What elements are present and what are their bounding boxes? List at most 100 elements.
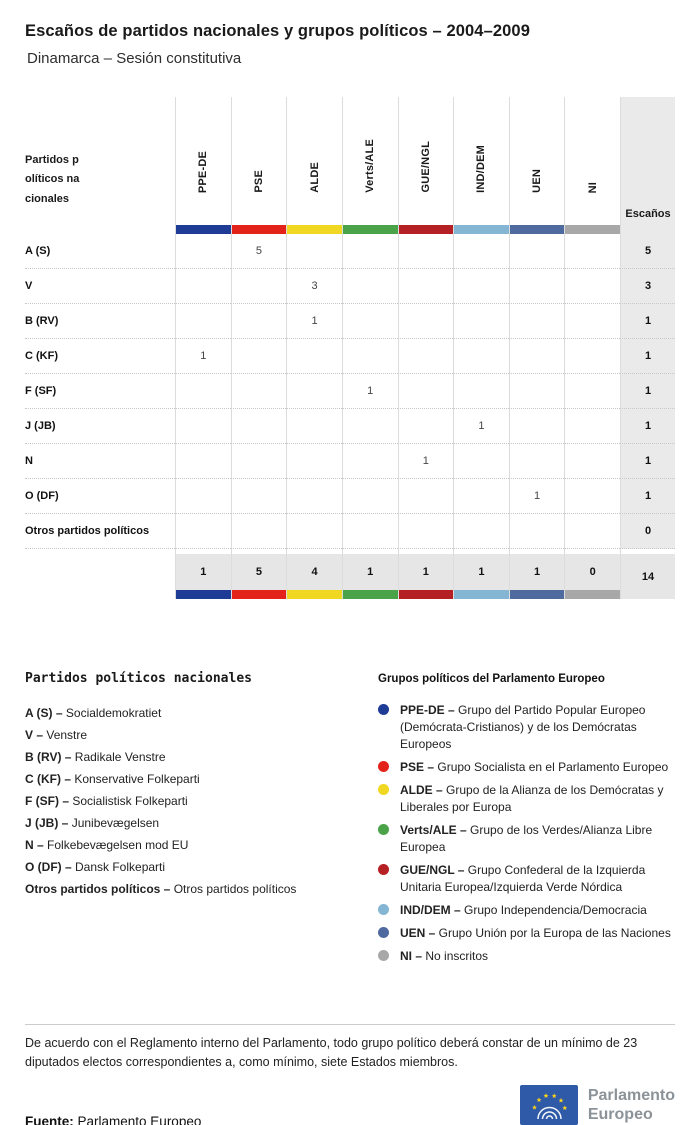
party-row-label: B (RV) [25, 304, 175, 339]
group-column-label: Verts/ALE [364, 139, 377, 193]
column-gap [620, 549, 675, 554]
group-column-label: PSE [252, 170, 265, 193]
seat-cell [508, 514, 565, 549]
party-legend-abbr: C (KF) – [25, 772, 71, 786]
column-gap [508, 549, 565, 554]
seat-cell [341, 339, 398, 374]
seat-cell [175, 479, 231, 514]
seat-cell [286, 479, 342, 514]
group-column-label: UEN [531, 169, 544, 193]
legends: Partidos políticos nacionales A (S) – So… [25, 671, 675, 971]
seat-cell [397, 269, 454, 304]
group-legend-abbr: NI – [400, 949, 423, 963]
column-gap [230, 549, 287, 554]
seat-cell [508, 234, 565, 269]
seat-cell [286, 374, 342, 409]
group-legend-item: IND/DEM – Grupo Independencia/Democracia [378, 902, 675, 919]
column-gap [397, 549, 454, 554]
seat-cell [230, 444, 287, 479]
seat-cell [341, 234, 398, 269]
party-row-label: N [25, 444, 175, 479]
seat-cell [564, 234, 620, 269]
group-column-header: PSE [230, 97, 287, 225]
group-color-dot [378, 927, 389, 938]
group-total-color-bar [230, 590, 287, 599]
ep-logo-text-line2: Europeo [587, 1106, 653, 1123]
party-row-label: O (DF) [25, 479, 175, 514]
party-legend-item: F (SF) – Socialistisk Folkeparti [25, 794, 188, 808]
group-color-bar [453, 225, 509, 234]
seat-cell [453, 514, 509, 549]
row-seats-total: 1 [620, 444, 675, 479]
row-seats-total: 1 [620, 304, 675, 339]
seat-cell [564, 444, 620, 479]
group-column-header: UEN [508, 97, 565, 225]
seat-cell [230, 269, 287, 304]
group-total-color-bar [341, 590, 398, 599]
group-color-dot [378, 864, 389, 875]
group-total-cell: 1 [397, 554, 454, 590]
party-legend-item: A (S) – Socialdemokratiet [25, 706, 162, 720]
seat-cell [230, 514, 287, 549]
seat-cell [397, 409, 454, 444]
group-color-bar [230, 225, 287, 234]
group-total-color-bar [397, 590, 454, 599]
seat-cell [230, 374, 287, 409]
seat-cell [230, 304, 287, 339]
group-column-label: NI [586, 181, 599, 193]
column-gap [286, 549, 342, 554]
group-legend-item: ALDE – Grupo de la Alianza de los Demócr… [378, 782, 675, 816]
footer-note: De acuerdo con el Reglamento interno del… [25, 1036, 638, 1070]
seat-cell [508, 409, 565, 444]
seats-column-header: Escaños [620, 97, 675, 234]
seat-cell [508, 269, 565, 304]
party-legend-abbr: V – [25, 728, 44, 742]
group-color-dot [378, 824, 389, 835]
ep-logo-text-line1: Parlamento [587, 1087, 675, 1104]
seat-cell [564, 374, 620, 409]
source-line: Fuente: Parlamento Europeo [25, 1114, 201, 1125]
party-legend-abbr: J (JB) – [25, 816, 69, 830]
party-row-label: J (JB) [25, 409, 175, 444]
seat-cell [397, 339, 454, 374]
group-total-color-bar [564, 590, 620, 599]
group-color-bar [508, 225, 565, 234]
seat-cell [175, 444, 231, 479]
column-gap [564, 549, 620, 554]
group-legend-abbr: Verts/ALE – [400, 823, 467, 837]
party-legend-abbr: Otros partidos políticos – [25, 882, 171, 896]
seat-cell [564, 479, 620, 514]
national-parties-legend-title: Partidos políticos nacionales [25, 671, 252, 686]
seat-cell: 1 [286, 304, 342, 339]
group-legend-abbr: UEN – [400, 926, 436, 940]
group-total-cell: 1 [508, 554, 565, 590]
row-header-label: Partidos políticos nacionales [25, 153, 80, 206]
seat-cell [286, 444, 342, 479]
group-legend-item: Verts/ALE – Grupo de los Verdes/Alianza … [378, 822, 675, 856]
eu-flag-icon [519, 1085, 578, 1125]
party-legend-item: Otros partidos políticos – Otros partido… [25, 882, 297, 896]
party-legend-abbr: F (SF) – [25, 794, 69, 808]
column-gap [453, 549, 509, 554]
seat-cell [341, 304, 398, 339]
page-title: Escaños de partidos nacionales y grupos … [25, 22, 530, 40]
group-total-cell: 1 [175, 554, 231, 590]
source-value: Parlamento Europeo [77, 1114, 202, 1125]
column-gap [341, 549, 398, 554]
seat-cell [508, 444, 565, 479]
seat-cell [453, 339, 509, 374]
group-color-dot [378, 704, 389, 715]
seat-cell [175, 269, 231, 304]
party-row-label: V [25, 269, 175, 304]
party-row-label: C (KF) [25, 339, 175, 374]
seat-cell [508, 339, 565, 374]
seat-cell [453, 234, 509, 269]
seat-cell [397, 479, 454, 514]
group-legend-item: NI – No inscritos [378, 948, 675, 965]
party-legend-item: N – Folkebevægelsen mod EU [25, 838, 189, 852]
group-total-cell: 4 [286, 554, 342, 590]
party-legend-abbr: B (RV) – [25, 750, 72, 764]
group-color-bar [341, 225, 398, 234]
group-column-label: GUE/NGL [419, 141, 432, 193]
row-seats-total: 1 [620, 374, 675, 409]
